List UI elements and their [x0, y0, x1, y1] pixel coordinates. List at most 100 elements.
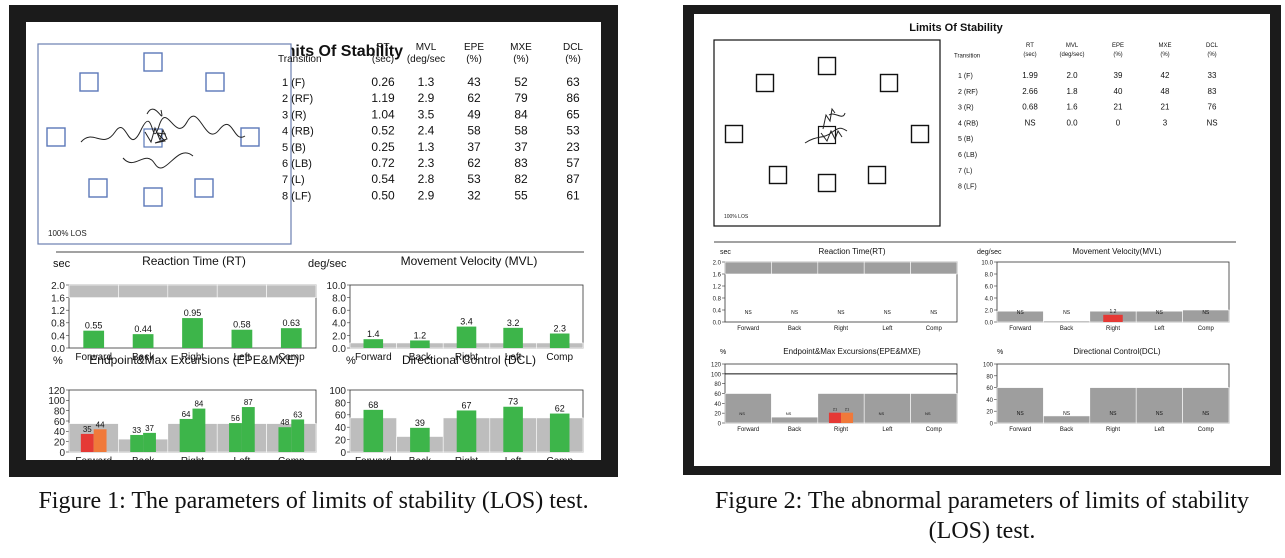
- table-cell: 52: [514, 75, 528, 89]
- table-cell: 62: [467, 91, 481, 105]
- table-cell: NS: [1206, 118, 1217, 127]
- table-cell: 57: [566, 156, 580, 170]
- los-target-box: [817, 173, 837, 193]
- bar-epe: [179, 418, 193, 452]
- chart-title: Movement Velocity (MVL): [401, 254, 538, 268]
- table-row-label: 7 (L): [958, 168, 972, 175]
- chart-title: Movement Velocity(MVL): [1073, 247, 1162, 256]
- figure-1-panel: Limits Of Stability 100% LOS Transition RT(…: [26, 22, 601, 467]
- los-target-box: [879, 73, 899, 93]
- bar: [280, 328, 302, 348]
- data-label: 73: [508, 397, 518, 407]
- table-cell: 1.19: [371, 91, 395, 105]
- data-label: 1.4: [367, 329, 380, 339]
- x-tick-label: Right: [834, 326, 848, 332]
- x-tick-label: Right: [181, 456, 205, 460]
- table-cell: 84: [514, 107, 528, 121]
- los-target-box: [817, 56, 837, 76]
- data-label: NS: [745, 310, 753, 316]
- x-tick-label: Comp: [1198, 427, 1215, 433]
- normal-range-band: [771, 261, 819, 275]
- normal-range-band: [1089, 387, 1137, 424]
- table-cell: 58: [514, 124, 528, 138]
- normal-range-band: [724, 261, 772, 275]
- chart-title: Directional Control(DCL): [1073, 347, 1160, 356]
- x-tick-label: Forward: [75, 352, 112, 363]
- y-tick-label: 6.0: [332, 306, 346, 317]
- y-tick-label: 80: [54, 407, 66, 418]
- table-cell: 53: [467, 172, 481, 186]
- table-cell: 86: [566, 91, 580, 105]
- y-tick-label: 40: [54, 427, 66, 438]
- y-tick-label: 100: [329, 386, 346, 397]
- table-row-label: 3 (R): [282, 109, 306, 121]
- y-tick-label: 60: [714, 392, 721, 398]
- y-tick-label: 10.0: [981, 260, 993, 266]
- los-target-box: [910, 124, 930, 144]
- data-label: 3.2: [507, 318, 520, 328]
- data-label: NS: [1156, 411, 1164, 417]
- table-cell: 63: [566, 75, 580, 89]
- data-label: NS: [791, 310, 799, 316]
- normal-range-band: [1135, 387, 1183, 424]
- data-label: 64: [182, 410, 191, 419]
- y-tick-label: 4.0: [985, 296, 994, 302]
- x-tick-label: Forward: [75, 456, 112, 460]
- table-cell: 62: [467, 156, 481, 170]
- bar-mxe: [241, 407, 255, 452]
- x-tick-label: Right: [834, 427, 848, 433]
- normal-range-band: [167, 284, 218, 298]
- x-tick-label: Back: [409, 456, 432, 460]
- table-cell: 0.0: [1066, 118, 1078, 127]
- chart-title: Limits Of Stability: [267, 43, 403, 60]
- bar: [456, 326, 477, 348]
- table-row-label: 5 (B): [958, 136, 973, 143]
- y-tick-label: 0.8: [713, 296, 722, 302]
- los-target-box: [755, 73, 775, 93]
- data-label: 1.2: [414, 330, 427, 340]
- data-label: 39: [415, 418, 425, 428]
- data-label: 33: [132, 426, 141, 435]
- normal-range-band: [68, 284, 119, 298]
- table-header-unit-5: (%): [1207, 52, 1216, 58]
- x-tick-label: Left: [882, 427, 892, 433]
- bar: [1103, 314, 1123, 322]
- data-label: 67: [461, 400, 471, 410]
- table-header-0: Transition: [278, 54, 322, 65]
- los-target-box: [867, 165, 887, 185]
- y-tick-label: 2.0: [985, 308, 994, 314]
- table-header-unit-4: (%): [513, 54, 529, 65]
- y-tick-label: 2.0: [51, 281, 65, 292]
- y-tick-label: 0.4: [51, 331, 65, 342]
- normal-range-band: [771, 416, 819, 424]
- x-tick-label: Comp: [926, 427, 943, 433]
- los-target-box: [88, 178, 108, 198]
- x-tick-label: Right: [1106, 427, 1120, 433]
- los-plot-frame: [37, 43, 292, 245]
- x-tick-label: Forward: [1009, 427, 1031, 433]
- chart-title: Directional Control (DCL): [402, 353, 536, 367]
- x-tick-label: Right: [181, 352, 205, 363]
- table-cell: 2.3: [418, 156, 435, 170]
- table-header-unit-5: (%): [565, 54, 581, 65]
- normal-range-band: [817, 261, 865, 275]
- table-cell: 37: [514, 140, 528, 154]
- data-label: NS: [930, 310, 938, 316]
- data-label: 0.95: [184, 308, 202, 318]
- x-tick-label: Left: [505, 352, 522, 363]
- table-cell: 87: [566, 172, 580, 186]
- data-label: NS: [925, 411, 931, 416]
- data-label: 84: [194, 400, 203, 409]
- x-tick-label: Comp: [546, 352, 573, 363]
- bar-epe: [229, 423, 242, 452]
- data-label: 0.44: [134, 324, 152, 334]
- x-tick-label: Right: [1106, 326, 1120, 332]
- table-cell: 0.72: [371, 156, 395, 170]
- x-tick-label: Left: [1154, 427, 1164, 433]
- y-tick-label: 1.2: [713, 284, 722, 290]
- normal-range-band: [216, 284, 267, 298]
- table-cell: 2.9: [418, 188, 435, 202]
- bar-mxe: [93, 429, 107, 452]
- table-header-3: EPE: [464, 42, 484, 53]
